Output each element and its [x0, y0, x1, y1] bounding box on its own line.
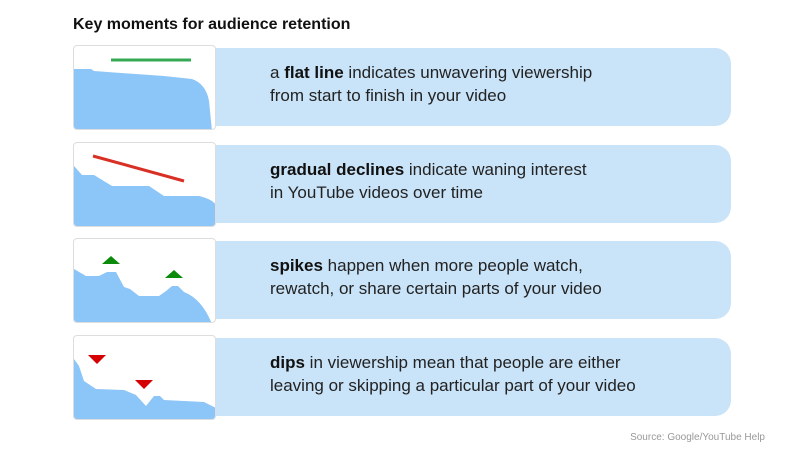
description: spikes happen when more people watch, rew… — [270, 256, 602, 298]
dip-down-icon — [88, 355, 106, 364]
description-panel — [213, 48, 731, 126]
description-panel — [213, 338, 731, 416]
row-gradual-declines: gradual declines indicate waning interes… — [73, 142, 731, 228]
description: gradual declines indicate waning interes… — [270, 160, 587, 202]
retention-area — [74, 69, 212, 129]
row-spikes: spikes happen when more people watch, rew… — [73, 238, 731, 324]
description: dips in viewership mean that people are … — [270, 353, 636, 395]
dip-down-icon — [135, 380, 153, 389]
dips-chart — [73, 335, 216, 420]
row-dips: dips in viewership mean that people are … — [73, 335, 731, 421]
row-flat-line: a flat line indicates unwavering viewers… — [73, 45, 731, 131]
source-caption: Source: Google/YouTube Help — [630, 432, 765, 443]
description: a flat line indicates unwavering viewers… — [270, 63, 593, 105]
page-title: Key moments for audience retention — [73, 16, 351, 33]
retention-area — [74, 359, 215, 419]
gradual-decline-chart — [73, 142, 216, 227]
retention-area — [74, 269, 212, 322]
decline-line-icon — [92, 154, 185, 183]
description-panel — [213, 241, 731, 319]
spike-up-icon — [102, 256, 120, 264]
description-panel — [213, 145, 731, 223]
flat-line-chart — [73, 45, 216, 130]
retention-area — [74, 166, 215, 226]
spikes-chart — [73, 238, 216, 323]
spike-up-icon — [165, 270, 183, 278]
